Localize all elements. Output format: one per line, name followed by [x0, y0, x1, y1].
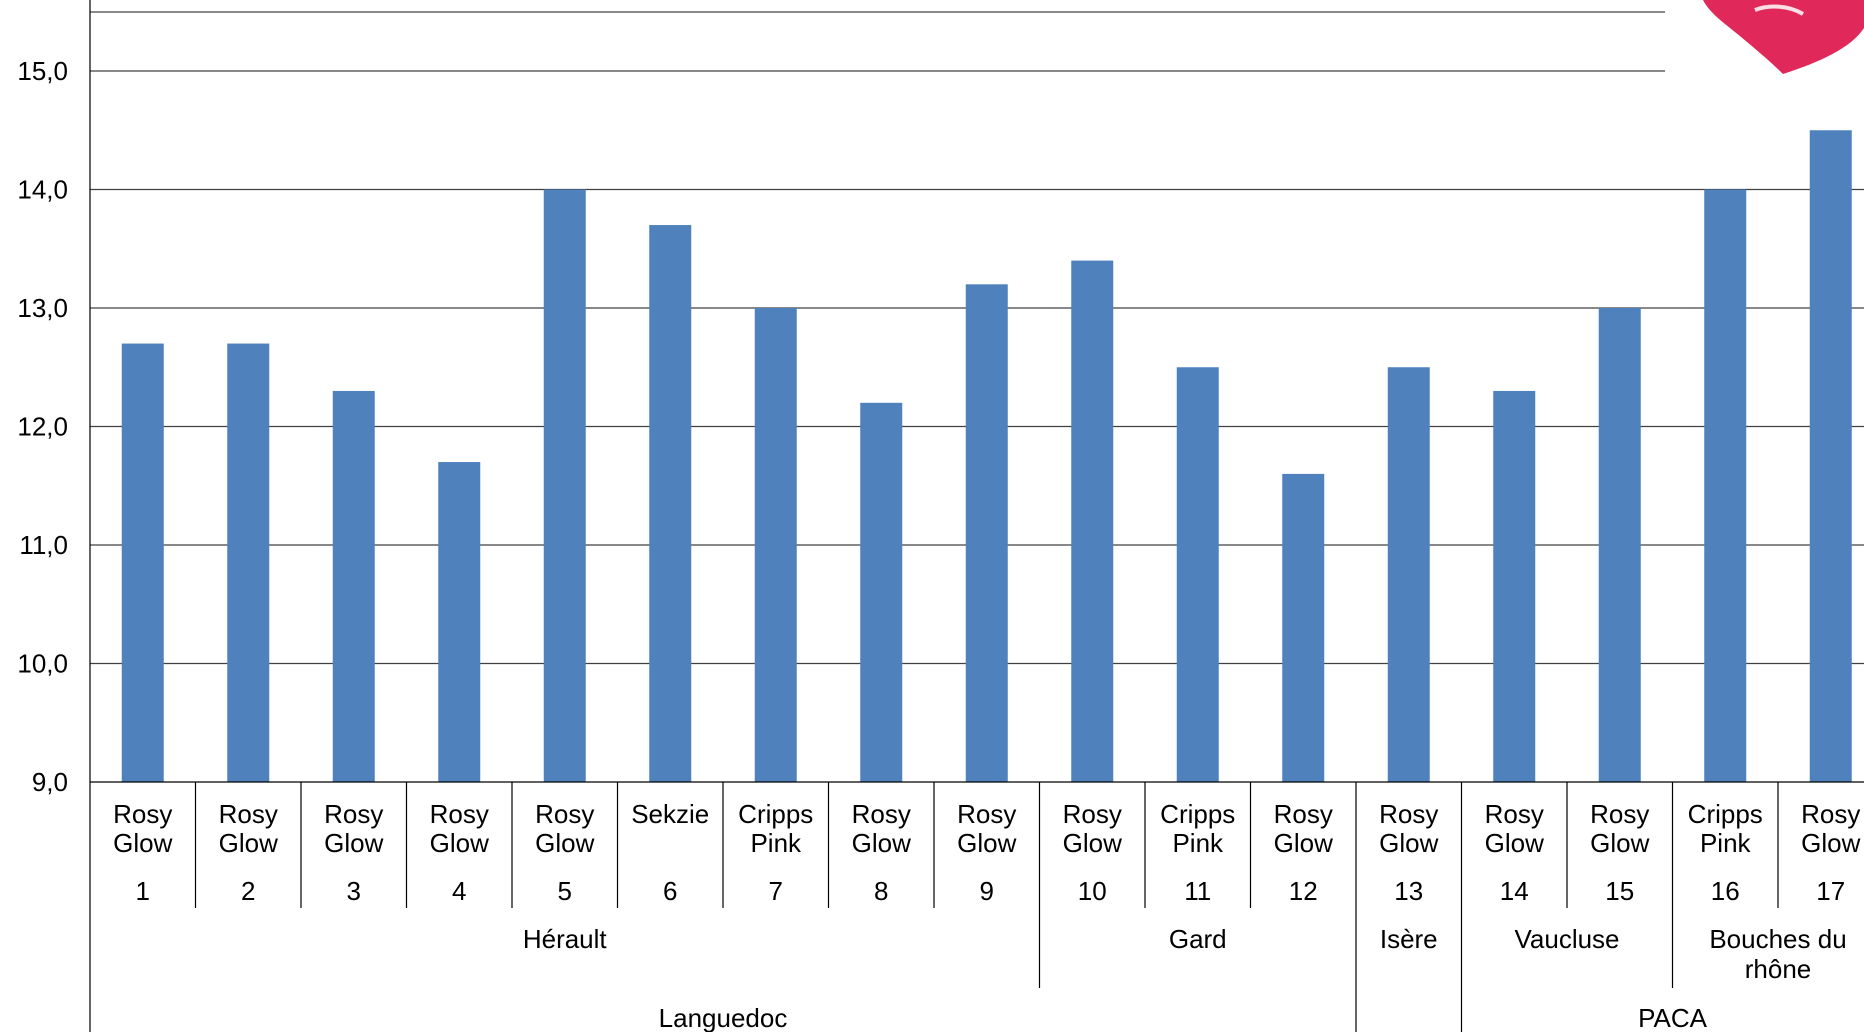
sample-number-label: 9 — [980, 876, 994, 906]
bar — [754, 308, 797, 782]
department-label: Hérault — [523, 924, 608, 954]
variety-label: Rosy — [1379, 799, 1438, 829]
y-tick-label: 10,0 — [17, 649, 68, 679]
y-tick-label: 15,0 — [17, 56, 68, 86]
y-tick-label: 13,0 — [17, 293, 68, 323]
y-axis-ticks: 9,0 10,0 11,0 12,0 13,0 14,0 15,0 — [17, 56, 68, 797]
variety-label: Rosy — [1274, 799, 1333, 829]
heart-logo — [1703, 0, 1864, 74]
x-axis-labels: RosyGlow1RosyGlow2RosyGlow3RosyGlow4Rosy… — [113, 799, 1860, 1032]
sample-number-label: 15 — [1605, 876, 1634, 906]
bar — [332, 390, 375, 782]
bar — [1704, 189, 1747, 782]
bar — [1598, 308, 1641, 782]
region-label: Languedoc — [659, 1003, 788, 1032]
sample-number-label: 1 — [136, 876, 150, 906]
y-tick-label: 12,0 — [17, 412, 68, 442]
sample-number-label: 10 — [1078, 876, 1107, 906]
sample-number-label: 3 — [347, 876, 361, 906]
variety-label: Glow — [1379, 828, 1438, 858]
variety-label: Glow — [957, 828, 1016, 858]
variety-label: Glow — [852, 828, 911, 858]
variety-label: Pink — [1700, 828, 1752, 858]
variety-label: Glow — [1063, 828, 1122, 858]
variety-label: Glow — [324, 828, 383, 858]
sample-number-label: 2 — [241, 876, 255, 906]
variety-label: Rosy — [219, 799, 278, 829]
sample-number-label: 7 — [769, 876, 783, 906]
sample-number-label: 12 — [1289, 876, 1318, 906]
sample-number-label: 4 — [452, 876, 466, 906]
variety-label: Rosy — [1590, 799, 1649, 829]
variety-label: Rosy — [535, 799, 594, 829]
sample-number-label: 14 — [1500, 876, 1529, 906]
bar — [121, 343, 164, 782]
sample-number-label: 16 — [1711, 876, 1740, 906]
department-label: Bouches du — [1709, 924, 1846, 954]
sample-number-label: 17 — [1816, 876, 1845, 906]
variety-label: Rosy — [957, 799, 1016, 829]
variety-label: Pink — [1172, 828, 1224, 858]
variety-label: Rosy — [113, 799, 172, 829]
department-label: Vaucluse — [1514, 924, 1619, 954]
heart-highlight — [1754, 4, 1805, 16]
bar — [649, 225, 692, 783]
sample-number-label: 13 — [1394, 876, 1423, 906]
bar — [1493, 390, 1536, 782]
department-label: rhône — [1745, 954, 1812, 984]
bar — [1176, 367, 1219, 782]
variety-label: Rosy — [1485, 799, 1544, 829]
heart-shape — [1703, 0, 1864, 74]
region-label: PACA — [1638, 1003, 1708, 1032]
bar — [1071, 260, 1114, 783]
variety-label: Glow — [1801, 828, 1860, 858]
variety-label: Glow — [1485, 828, 1544, 858]
bar — [1282, 473, 1325, 782]
sample-number-label: 11 — [1184, 876, 1211, 906]
axes — [89, 0, 1864, 1032]
y-tick-label: 14,0 — [17, 175, 68, 205]
variety-label: Glow — [535, 828, 594, 858]
bar — [543, 189, 586, 782]
bar — [1387, 367, 1430, 782]
variety-label: Glow — [219, 828, 278, 858]
bar — [1809, 130, 1852, 782]
bar — [227, 343, 270, 782]
variety-label: Cripps — [738, 799, 813, 829]
variety-label: Sekzie — [631, 799, 709, 829]
variety-label: Rosy — [852, 799, 911, 829]
variety-label: Glow — [1590, 828, 1649, 858]
sample-number-label: 8 — [874, 876, 888, 906]
variety-label: Cripps — [1688, 799, 1763, 829]
sample-number-label: 5 — [558, 876, 572, 906]
y-tick-label: 9,0 — [32, 767, 68, 797]
bar — [438, 462, 481, 782]
variety-label: Rosy — [430, 799, 489, 829]
department-label: Isère — [1380, 924, 1438, 954]
variety-label: Glow — [113, 828, 172, 858]
bars — [121, 130, 1852, 783]
sample-number-label: 6 — [663, 876, 677, 906]
variety-label: Rosy — [1801, 799, 1860, 829]
variety-label: Glow — [1274, 828, 1333, 858]
variety-label: Cripps — [1160, 799, 1235, 829]
bar — [965, 284, 1008, 782]
variety-label: Rosy — [324, 799, 383, 829]
variety-label: Rosy — [1063, 799, 1122, 829]
variety-label: Glow — [430, 828, 489, 858]
department-label: Gard — [1169, 924, 1227, 954]
variety-label: Pink — [750, 828, 802, 858]
bar — [860, 402, 903, 782]
y-tick-label: 11,0 — [19, 530, 68, 560]
